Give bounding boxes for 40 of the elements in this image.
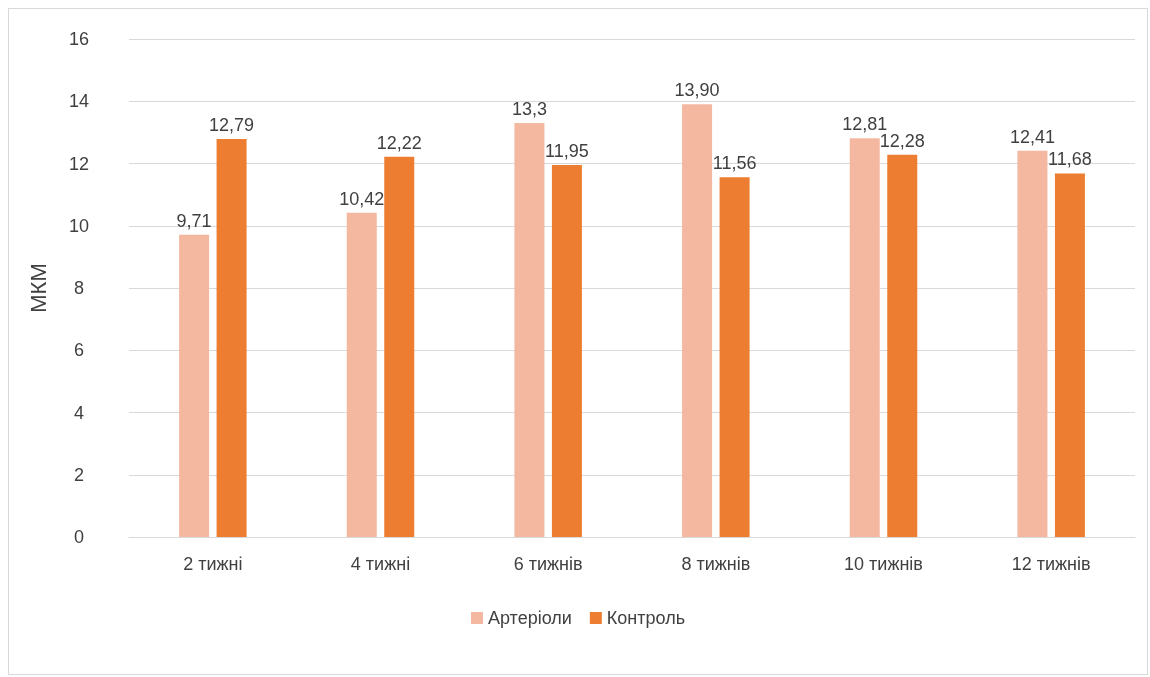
data-label: 12,79 xyxy=(209,114,255,135)
y-tick-label: 6 xyxy=(73,340,85,361)
x-tick-label: 10 тижнів xyxy=(844,554,923,574)
data-label: 13,3 xyxy=(511,99,547,120)
bar xyxy=(346,212,377,537)
data-label: 11,56 xyxy=(712,153,757,174)
legend-label: Артеріоли xyxy=(487,608,572,628)
x-tick-label: 2 тижні xyxy=(183,554,243,574)
bar xyxy=(1054,173,1085,537)
data-label: 9,71 xyxy=(176,210,212,231)
y-tick-label: 0 xyxy=(73,527,85,547)
data-label: 12,22 xyxy=(376,132,422,153)
x-tick-label: 8 тижнів xyxy=(681,554,751,574)
y-axis-title: МКМ xyxy=(25,263,51,313)
bar xyxy=(551,165,582,537)
bar xyxy=(887,154,918,537)
legend-label: Контроль xyxy=(606,608,686,628)
data-label: 12,41 xyxy=(1009,126,1055,147)
data-label: 11,95 xyxy=(545,141,589,162)
y-tick-label: 8 xyxy=(73,278,85,298)
y-tick-label: 4 xyxy=(73,402,85,423)
y-tick-label: 2 xyxy=(73,464,85,485)
y-tick-label: 14 xyxy=(68,91,90,112)
bar xyxy=(514,123,545,537)
bar xyxy=(1017,150,1048,537)
data-label: 11,68 xyxy=(1048,149,1092,170)
y-tick-label: 10 xyxy=(68,215,90,236)
bar xyxy=(216,138,247,537)
bar xyxy=(179,234,210,537)
data-label: 10,42 xyxy=(339,188,385,209)
y-tick-label: 16 xyxy=(68,29,90,49)
x-tick-label: 12 тижнів xyxy=(1011,554,1091,574)
bar xyxy=(682,104,713,537)
bar xyxy=(719,177,750,537)
bar xyxy=(849,138,880,537)
data-label: 13,90 xyxy=(674,80,720,101)
y-tick-label: 12 xyxy=(68,153,90,174)
bar xyxy=(384,156,415,537)
x-tick-label: 4 тижні xyxy=(350,554,411,574)
x-tick-label: 6 тижнів xyxy=(513,554,583,574)
